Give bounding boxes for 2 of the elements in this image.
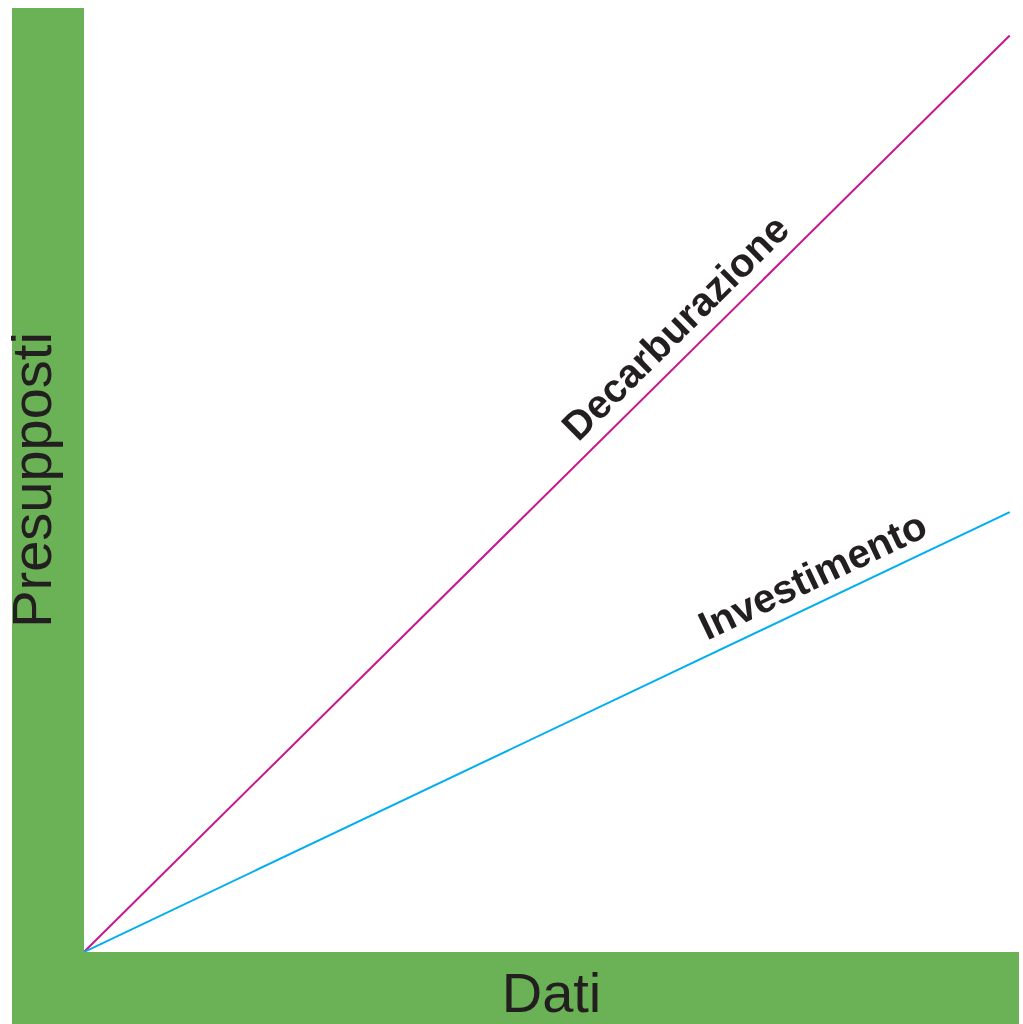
x-axis-title: Dati xyxy=(501,961,602,1024)
y-axis-title: Presupposti xyxy=(0,332,63,628)
